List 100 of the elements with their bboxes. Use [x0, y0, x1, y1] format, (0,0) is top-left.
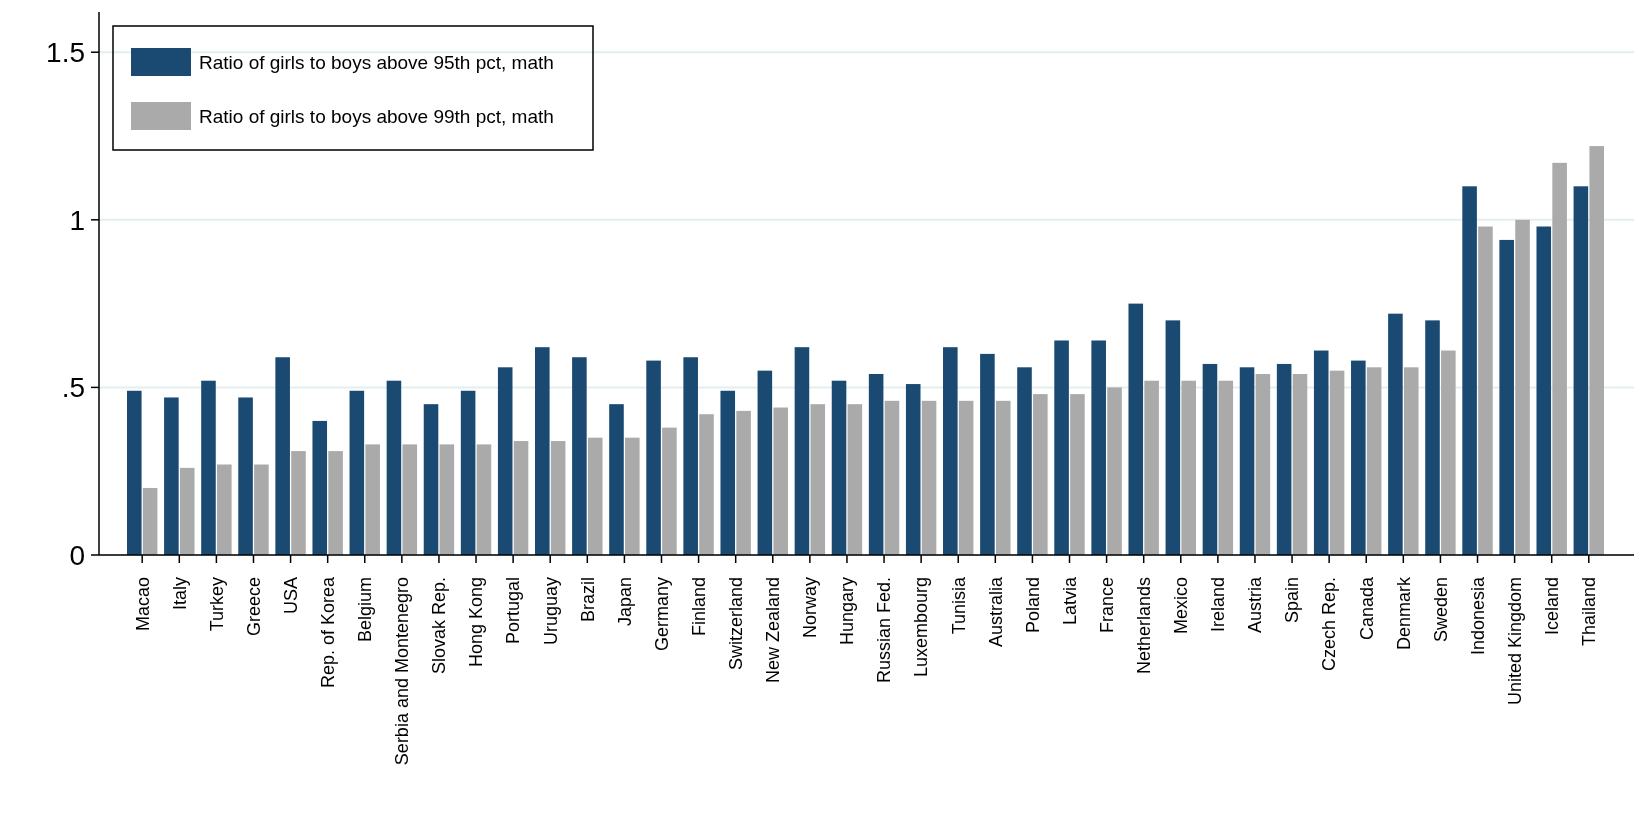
y-tick-label: 1.5 [46, 37, 85, 69]
bar [164, 397, 179, 555]
bar [1499, 239, 1514, 555]
x-tick-label: Uruguay [540, 577, 561, 646]
bar [179, 467, 195, 555]
bar [868, 374, 884, 555]
bar [349, 390, 365, 555]
bar [1255, 374, 1271, 555]
bar [720, 390, 736, 555]
bar [513, 441, 529, 555]
x-tick-label: Czech Rep. [1319, 577, 1340, 672]
x-tick-label: USA [280, 577, 301, 615]
x-tick-label: Portugal [503, 577, 524, 645]
bar [1218, 380, 1234, 555]
bar [958, 400, 974, 555]
bar [550, 441, 566, 555]
bar [1329, 370, 1345, 555]
bar [1388, 313, 1403, 555]
bar [683, 357, 698, 555]
x-tick-label: Serbia and Montenegro [392, 577, 413, 766]
bar [625, 437, 640, 555]
x-tick-label: Tunisia [948, 576, 969, 635]
bar [1515, 219, 1530, 555]
x-tick-label: Brazil [577, 577, 598, 623]
bar [460, 390, 476, 555]
bar [439, 444, 455, 555]
bar [535, 347, 550, 555]
x-tick-label: Greece [243, 577, 264, 637]
bar [402, 444, 418, 555]
bar [662, 427, 677, 555]
bar [497, 367, 513, 555]
bar [884, 400, 900, 555]
bar [921, 400, 937, 555]
x-tick-label: Mexico [1171, 577, 1192, 635]
bar [773, 407, 788, 555]
bar [254, 464, 269, 555]
bar [275, 357, 290, 555]
bar [328, 451, 343, 555]
x-tick-label: Australia [985, 576, 1006, 648]
x-tick-label: Luxembourg [911, 577, 932, 678]
bar [127, 390, 142, 555]
bar [1070, 394, 1085, 555]
x-tick-label: Hong Kong [466, 577, 487, 668]
x-tick-label: Austria [1245, 576, 1266, 634]
bar [1313, 350, 1329, 555]
bar [312, 420, 328, 555]
bar [1165, 320, 1181, 555]
bar [794, 347, 810, 555]
x-tick-label: Switzerland [725, 577, 746, 671]
x-tick-label: Indonesia [1467, 576, 1488, 656]
bar [1239, 367, 1255, 555]
x-tick-label: New Zealand [763, 577, 784, 684]
x-tick-label: Poland [1022, 577, 1043, 634]
x-tick-label: Germany [651, 577, 672, 652]
x-tick-label: Rep. of Korea [317, 576, 338, 689]
x-tick-label: United Kingdom [1504, 577, 1525, 706]
bar [1573, 186, 1589, 555]
bar [476, 444, 492, 555]
bar [423, 404, 439, 555]
bar [1351, 360, 1366, 555]
x-tick-label: Japan [614, 577, 635, 627]
bar [646, 360, 661, 555]
bar [201, 380, 216, 555]
x-tick-label: Sweden [1430, 577, 1451, 643]
bar [699, 414, 714, 555]
bar [1292, 374, 1308, 555]
x-tick-label: Finland [688, 577, 709, 637]
bar [217, 464, 232, 555]
x-tick-label: Denmark [1393, 576, 1414, 651]
bar [1144, 380, 1159, 555]
x-tick-label: Russian Fed. [874, 577, 895, 684]
bar [1091, 340, 1106, 555]
x-tick-label: Canada [1356, 576, 1377, 641]
bar [1017, 367, 1032, 555]
bar [810, 404, 826, 555]
x-tick-label: Netherlands [1133, 577, 1154, 675]
bar [587, 437, 603, 555]
bar [365, 444, 380, 555]
x-tick-label: Norway [800, 577, 821, 639]
y-tick-label: 0 [69, 539, 85, 571]
bar [1462, 186, 1477, 555]
x-tick-label: Iceland [1542, 577, 1562, 636]
bar [1366, 367, 1382, 555]
bar [291, 451, 306, 555]
bar [386, 380, 402, 555]
legend-label: Ratio of girls to boys above 99th pct, math [199, 105, 554, 127]
bar [1589, 146, 1604, 555]
bar [1128, 303, 1144, 555]
bar [572, 357, 587, 555]
bar [1181, 380, 1196, 555]
legend-label: Ratio of girls to boys above 95th pct, math [199, 51, 554, 73]
bar [995, 400, 1011, 555]
bar [1202, 363, 1218, 555]
bar [980, 353, 995, 555]
bar [238, 397, 253, 555]
bar [905, 384, 921, 555]
bar [757, 370, 773, 555]
bar [1441, 350, 1456, 555]
x-tick-label: France [1096, 577, 1117, 634]
bar [736, 410, 751, 555]
